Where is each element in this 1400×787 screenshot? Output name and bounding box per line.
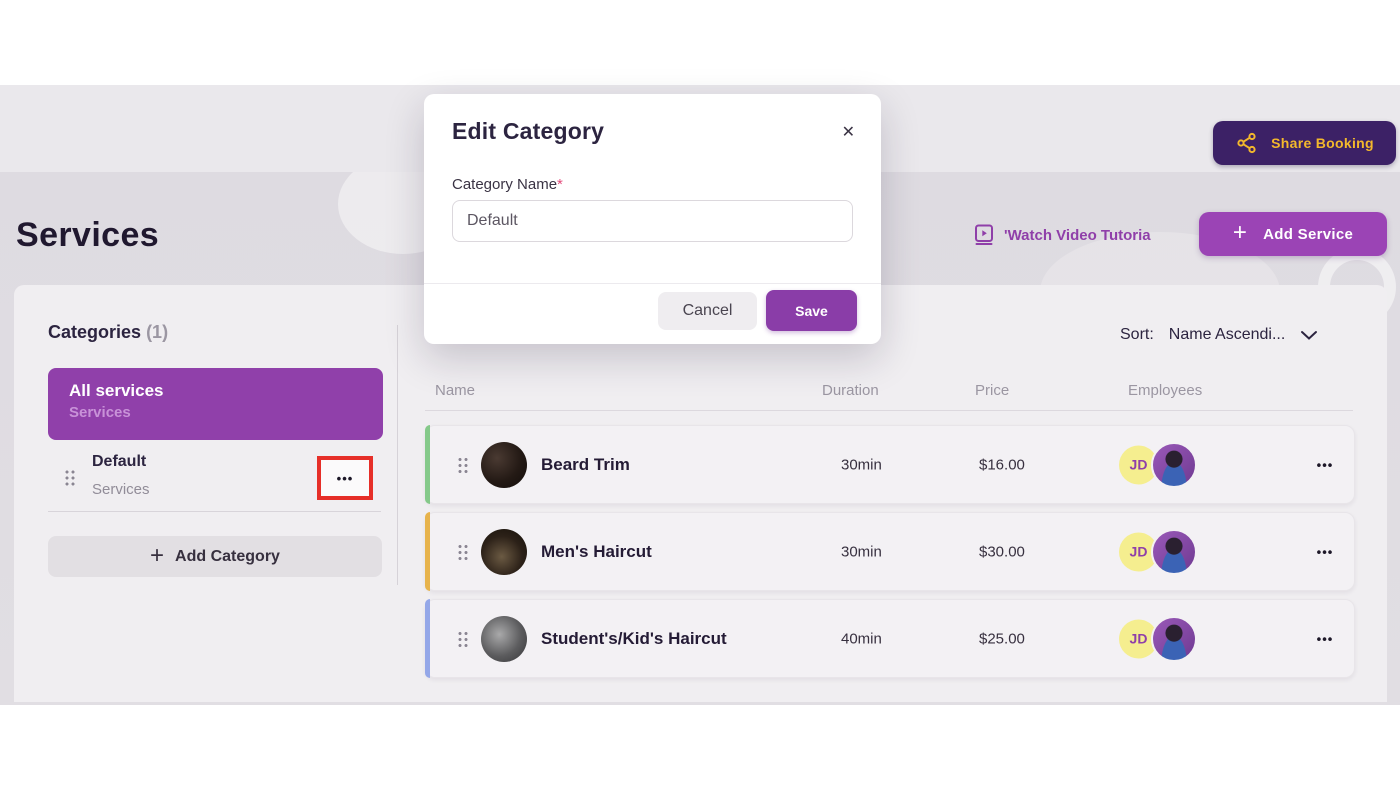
category-subtitle: Services xyxy=(92,481,150,498)
service-name: Men's Haircut xyxy=(541,541,652,561)
cancel-button[interactable]: Cancel xyxy=(658,292,757,330)
video-tutorial-icon xyxy=(973,223,995,247)
category-name-input[interactable] xyxy=(452,200,853,242)
categories-title: Categories xyxy=(48,322,142,342)
share-icon xyxy=(1235,131,1259,155)
column-header-price: Price xyxy=(975,382,1010,399)
drag-handle-icon[interactable] xyxy=(457,543,468,560)
service-row[interactable]: Student's/Kid's Haircut 40min $25.00 JD … xyxy=(425,599,1355,678)
drag-handle-icon[interactable] xyxy=(457,456,468,473)
service-name: Student's/Kid's Haircut xyxy=(541,628,727,648)
sort-dropdown[interactable]: Sort: Name Ascendi... xyxy=(1120,326,1318,344)
page-title: Services xyxy=(16,216,160,254)
table-header-divider xyxy=(425,410,1353,411)
row-menu-button[interactable]: ••• xyxy=(1316,631,1334,646)
service-photo xyxy=(481,441,527,488)
add-category-label: Add Category xyxy=(175,547,280,565)
modal-footer-divider xyxy=(424,283,881,284)
column-header-duration: Duration xyxy=(822,382,879,399)
sort-label: Sort: xyxy=(1120,326,1154,343)
plus-icon: + xyxy=(1232,219,1248,246)
category-menu-button-highlighted[interactable]: ••• xyxy=(317,456,373,500)
required-asterisk: * xyxy=(557,176,563,193)
employee-avatar xyxy=(1151,615,1197,662)
row-accent-bar xyxy=(425,425,430,504)
row-menu-button[interactable]: ••• xyxy=(1316,457,1334,472)
service-duration: 30min xyxy=(841,456,882,473)
drag-handle-icon[interactable] xyxy=(457,630,468,647)
field-label-text: Category Name xyxy=(452,176,558,193)
row-accent-bar xyxy=(425,512,430,591)
employee-initials-badge: JD xyxy=(1119,445,1158,484)
service-row[interactable]: Beard Trim 30min $16.00 JD ••• xyxy=(425,425,1355,504)
share-booking-label: Share Booking xyxy=(1271,135,1374,151)
category-name: Default xyxy=(92,453,147,470)
service-duration: 30min xyxy=(841,543,882,560)
edit-category-modal: Edit Category ✕ Category Name* Cancel Sa… xyxy=(424,94,881,344)
row-menu-button[interactable]: ••• xyxy=(1316,544,1334,559)
share-booking-button[interactable]: Share Booking xyxy=(1213,121,1396,165)
column-header-employees: Employees xyxy=(1128,382,1203,399)
row-accent-bar xyxy=(425,599,430,678)
category-name: All services xyxy=(69,381,164,400)
drag-handle-icon[interactable] xyxy=(64,469,75,486)
category-subtitle: Services xyxy=(69,403,131,421)
sidebar-divider xyxy=(48,511,381,512)
service-name: Beard Trim xyxy=(541,454,630,474)
service-price: $30.00 xyxy=(979,543,1025,560)
service-row[interactable]: Men's Haircut 30min $30.00 JD ••• xyxy=(425,512,1355,591)
close-icon[interactable]: ✕ xyxy=(841,124,855,141)
category-item-all-services[interactable]: All services Services xyxy=(48,368,383,440)
column-header-name: Name xyxy=(435,382,476,399)
watch-video-tutorial-link[interactable]: 'Watch Video Tutoria xyxy=(973,221,1151,249)
save-button[interactable]: Save xyxy=(766,290,857,331)
service-price: $25.00 xyxy=(979,630,1025,647)
service-duration: 40min xyxy=(841,630,882,647)
service-photo xyxy=(481,615,527,662)
ellipsis-icon: ••• xyxy=(336,470,354,486)
add-service-label: Add Service xyxy=(1263,225,1354,243)
add-category-button[interactable]: + Add Category xyxy=(48,536,382,577)
add-service-button[interactable]: + Add Service xyxy=(1199,212,1387,256)
chevron-down-icon xyxy=(1300,329,1318,341)
watch-video-label: 'Watch Video Tutoria xyxy=(1004,226,1151,244)
sort-value: Name Ascendi... xyxy=(1168,326,1286,343)
employee-avatar xyxy=(1151,528,1197,575)
modal-title: Edit Category xyxy=(452,118,605,144)
panel-divider xyxy=(397,325,398,585)
service-photo xyxy=(481,528,527,575)
category-name-label: Category Name* xyxy=(452,176,563,193)
category-item-default[interactable]: Default Services xyxy=(48,445,383,511)
categories-count: (1) xyxy=(146,322,169,342)
employee-avatar xyxy=(1151,441,1197,488)
plus-icon: + xyxy=(150,541,165,569)
categories-heading: Categories (1) xyxy=(48,322,168,343)
service-price: $16.00 xyxy=(979,456,1025,473)
